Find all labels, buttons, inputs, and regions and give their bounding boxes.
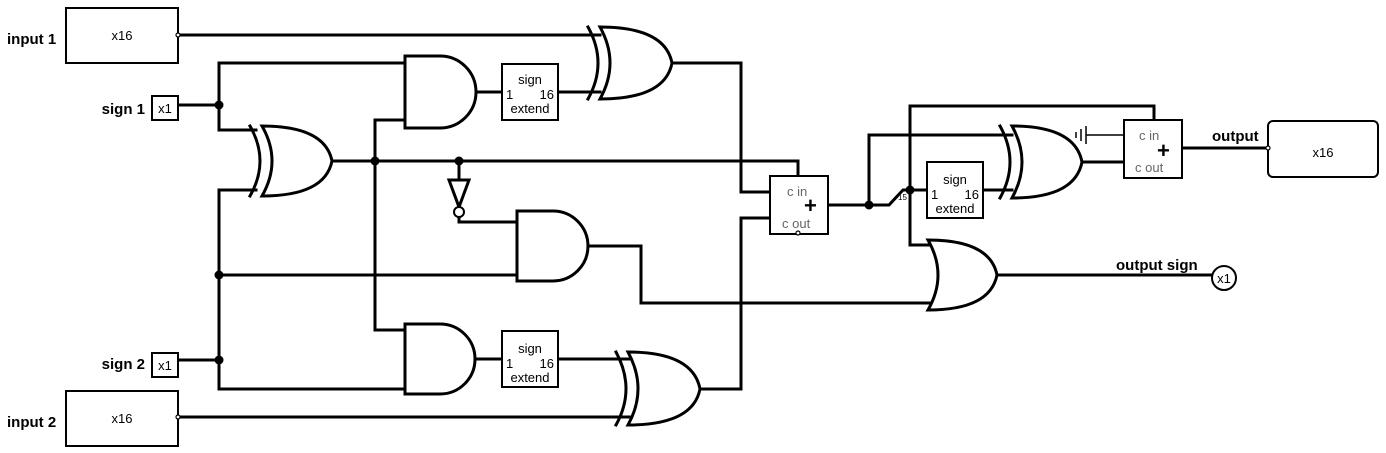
input-1-box[interactable]: x16	[65, 7, 181, 64]
input-1-label: input 1	[7, 31, 56, 48]
splitter-index: 15	[898, 193, 907, 202]
output-sign-label: output sign	[1116, 257, 1198, 274]
sign-2-width: x1	[158, 358, 172, 373]
sign-2-box[interactable]: x1	[151, 352, 179, 378]
adder-1: c in c out +	[769, 175, 829, 236]
output-sign-probe[interactable]: x1	[1211, 265, 1237, 291]
not-gate	[446, 178, 472, 218]
adder-1-cout: c out	[782, 216, 811, 231]
sign-extend-3: sign 1 16 extend	[926, 161, 984, 219]
output-label: output	[1212, 128, 1259, 145]
xor-gate-3	[613, 349, 702, 428]
xor-gate-1	[247, 123, 334, 199]
sign-extend-3-right: 16	[965, 187, 979, 202]
xor-gate-4	[997, 123, 1084, 201]
output-sign-width: x1	[1217, 271, 1231, 286]
input-1-width: x16	[112, 28, 133, 43]
adder-2-cout: c out	[1135, 160, 1164, 175]
and-gate-3	[515, 209, 590, 283]
sign-1-label: sign 1	[102, 101, 145, 118]
xor-gate-2	[585, 24, 674, 102]
output-box[interactable]: x16	[1265, 120, 1379, 178]
input-2-width: x16	[112, 411, 133, 426]
sign-extend-2-left: 1	[506, 356, 513, 371]
sign-extend-3-left: 1	[931, 187, 938, 202]
sign-extend-1-left: 1	[506, 87, 513, 102]
adder-2-cin: c in	[1139, 128, 1159, 143]
and-gate-1	[403, 54, 478, 130]
or-gate	[925, 238, 999, 312]
sign-2-label: sign 2	[102, 356, 145, 373]
ground-icon	[1075, 126, 1124, 144]
sign-extend-1: sign 1 16 extend	[501, 63, 559, 121]
sign-extend-3-top: sign	[943, 172, 967, 187]
adder-1-cin: c in	[787, 184, 807, 199]
sign-extend-1-bottom: extend	[510, 101, 549, 116]
adder-2-plus: +	[1157, 138, 1170, 163]
adder-2: c in c out +	[1123, 119, 1183, 179]
sign-extend-2: sign 1 16 extend	[501, 330, 559, 388]
wires	[176, 33, 1270, 419]
adder-1-plus: +	[804, 193, 817, 218]
sign-extend-2-bottom: extend	[510, 370, 549, 385]
input-2-label: input 2	[7, 414, 56, 431]
sign-1-width: x1	[158, 101, 172, 116]
input-2-box[interactable]: x16	[65, 390, 181, 447]
sign-extend-1-right: 16	[540, 87, 554, 102]
junction-dots	[214, 100, 915, 365]
sign-extend-3-bottom: extend	[935, 201, 974, 216]
sign-extend-1-top: sign	[518, 72, 542, 87]
and-gate-2	[403, 322, 477, 396]
sign-1-box[interactable]: x1	[151, 95, 179, 121]
output-width: x16	[1313, 145, 1334, 160]
sign-extend-2-right: 16	[540, 356, 554, 371]
sign-extend-2-top: sign	[518, 341, 542, 356]
